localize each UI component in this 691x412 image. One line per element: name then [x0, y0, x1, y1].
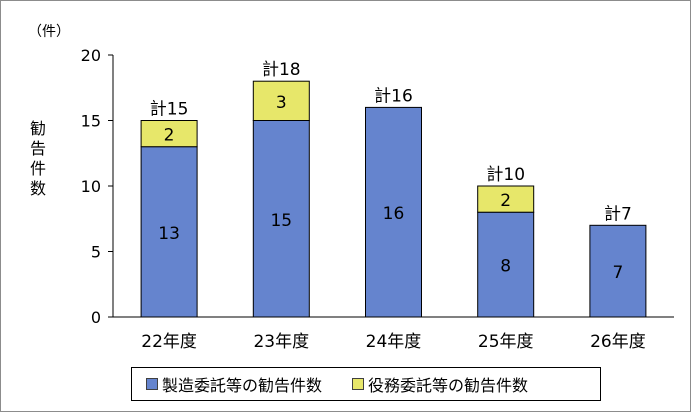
- y-tick-label: 10: [81, 177, 101, 196]
- x-tick-labels: 22年度 23年度 24年度 25年度 26年度: [141, 332, 645, 352]
- y-axis-title-char: 告: [30, 139, 46, 158]
- legend-label-manufacturing: 製造委託等の勧告件数: [162, 376, 323, 395]
- legend-swatch-services: [352, 378, 365, 390]
- bar-value-label-manufacturing: 13: [158, 224, 180, 244]
- bar-segment-manufacturing: [252, 120, 310, 318]
- bar-segment-services: [477, 185, 535, 213]
- y-tick-label: 5: [91, 243, 101, 262]
- bars: 13 2 計15 15 3 計18 16 計16 8 2 計10 7 計7: [140, 60, 647, 318]
- bar-value-label-services: 3: [276, 93, 287, 113]
- bar-value-label-manufacturing: 15: [270, 211, 292, 231]
- bar-segment-services: [252, 80, 310, 121]
- x-tick-label: 25年度: [478, 332, 534, 352]
- y-axis-title-char: 数: [30, 179, 46, 198]
- bar-total-label: 計7: [604, 204, 632, 224]
- bar-total-label: 計15: [150, 100, 189, 120]
- y-ticks: 0 5 10 15 20: [81, 46, 113, 327]
- bar-total-label: 計16: [374, 86, 413, 106]
- y-axis-title-char: 件: [30, 159, 46, 178]
- bar-segment-manufacturing: [140, 146, 198, 318]
- legend: 製造委託等の勧告件数 役務委託等の勧告件数: [131, 367, 601, 401]
- legend-item-manufacturing: 製造委託等の勧告件数: [146, 372, 322, 396]
- bar-value-label-services: 2: [500, 191, 511, 211]
- x-tick-label: 23年度: [253, 332, 309, 352]
- bar-segment-manufacturing: [589, 224, 647, 318]
- y-tick-label: 15: [81, 112, 101, 131]
- legend-label-services: 役務委託等の勧告件数: [368, 376, 529, 395]
- y-tick-label: 0: [91, 308, 101, 327]
- bar-segment-manufacturing: [477, 211, 535, 318]
- bar-value-label-manufacturing: 16: [383, 204, 405, 224]
- bar-segment-manufacturing: [365, 106, 422, 318]
- y-axis-title: 勧告件数: [30, 119, 46, 198]
- y-unit-label: （件）: [28, 24, 70, 40]
- bar-total-label: 計10: [486, 165, 525, 185]
- bar-value-label-services: 2: [164, 126, 175, 146]
- bar-value-label-manufacturing: 7: [612, 263, 623, 283]
- x-tick-label: 26年度: [590, 332, 646, 352]
- legend-item-services: 役務委託等の勧告件数: [352, 372, 528, 396]
- y-axis-title-char: 勧: [30, 119, 46, 138]
- y-tick-label: 20: [81, 46, 101, 65]
- x-tick-label: 24年度: [366, 332, 422, 352]
- x-tick-label: 22年度: [141, 332, 197, 352]
- bar-total-label: 計18: [262, 60, 301, 80]
- bar-segment-services: [140, 120, 198, 148]
- legend-swatch-manufacturing: [146, 378, 158, 390]
- bar-value-label-manufacturing: 8: [500, 257, 511, 277]
